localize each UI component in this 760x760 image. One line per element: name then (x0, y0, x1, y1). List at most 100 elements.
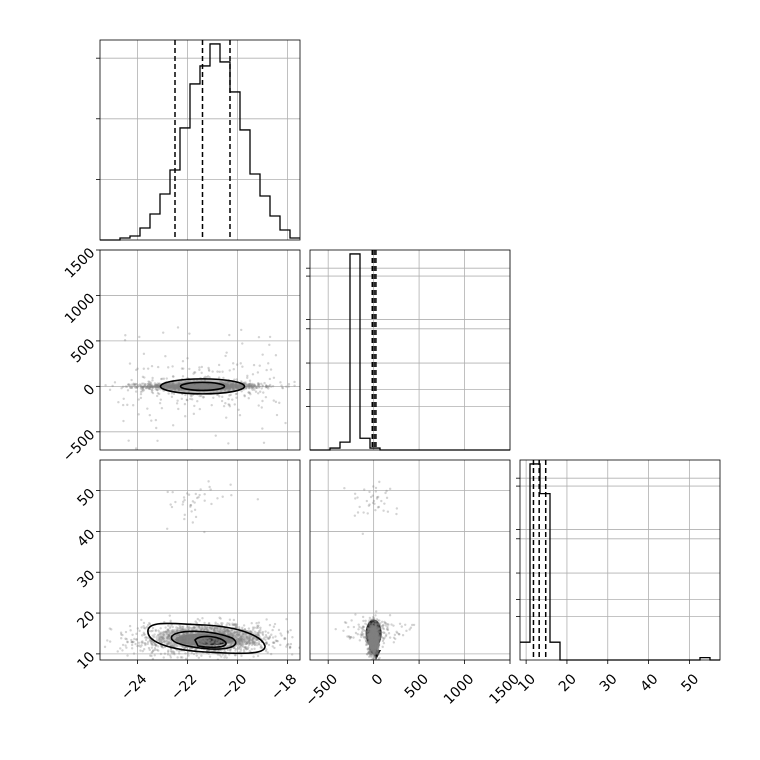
sample-point (220, 636, 224, 639)
sample-point (203, 384, 206, 388)
sample-point (224, 385, 228, 388)
sample-point (251, 385, 255, 388)
sample-point (199, 384, 203, 387)
sample-point (151, 379, 154, 382)
sample-point (188, 384, 191, 387)
sample-point (281, 387, 285, 390)
sample-point (170, 395, 174, 399)
sample-point (286, 631, 290, 634)
sample-point (200, 654, 203, 657)
sample-point (178, 634, 181, 637)
sample-point (160, 631, 163, 634)
sample-point (228, 660, 230, 662)
sample-point (170, 384, 173, 387)
sample-point (235, 633, 239, 636)
sample-point (160, 377, 164, 381)
sample-point (161, 331, 165, 334)
sample-point (235, 382, 238, 385)
sample-point (171, 384, 175, 388)
sample-point (219, 385, 223, 388)
sample-point (205, 384, 208, 388)
sample-point (167, 642, 170, 645)
sample-point (204, 386, 208, 389)
sample-point (217, 641, 221, 644)
sample-point (174, 643, 177, 646)
sample-point (365, 499, 369, 503)
sample-point (134, 383, 137, 386)
sample-point (175, 636, 178, 639)
sample-point (160, 406, 164, 410)
sample-point (204, 386, 207, 389)
sample-point (126, 640, 129, 643)
sample-point (255, 622, 258, 625)
sample-point (208, 383, 212, 386)
sample-point (192, 626, 196, 630)
sample-point (149, 382, 152, 385)
sample-point (121, 385, 125, 389)
sample-point (234, 383, 238, 387)
sample-point (239, 362, 242, 365)
sample-point (214, 386, 217, 390)
sample-point (248, 638, 251, 641)
sample-point (155, 385, 158, 389)
sample-point (193, 634, 197, 637)
sample-point (217, 635, 220, 638)
sample-point (226, 382, 230, 385)
sample-point (178, 624, 181, 627)
sample-point (268, 383, 272, 387)
sample-point (197, 384, 201, 387)
sample-point (199, 384, 202, 387)
sample-point (385, 633, 388, 636)
sample-point (267, 362, 270, 365)
sample-point (265, 642, 268, 645)
sample-point (186, 632, 189, 635)
sample-point (224, 630, 227, 634)
sample-point (205, 383, 208, 386)
sample-point (240, 328, 243, 332)
sample-point (171, 644, 174, 648)
sample-point (209, 488, 212, 491)
sample-point (154, 644, 157, 647)
sample-point (258, 364, 261, 367)
sample-point (373, 646, 376, 649)
sample-point (201, 383, 205, 387)
panel-frame-1-2 (99, 249, 301, 451)
sample-point (245, 386, 249, 389)
sample-point (216, 385, 219, 388)
sample-point (207, 642, 210, 645)
sample-point (189, 640, 193, 644)
sample-point (163, 386, 166, 389)
sample-point (162, 384, 165, 388)
sample-point (220, 385, 223, 388)
sample-point (197, 386, 200, 390)
sample-point (198, 383, 202, 386)
sample-point (83, 409, 85, 411)
shade-2-3 (365, 619, 382, 660)
sample-point (132, 382, 135, 385)
sample-point (218, 370, 221, 374)
sample-point (237, 646, 240, 649)
sample-point (150, 646, 154, 649)
sample-point (236, 387, 239, 391)
sample-point (178, 388, 181, 392)
sample-point (167, 392, 170, 395)
sample-point (205, 637, 208, 641)
sample-point (229, 383, 233, 386)
x-tick-label: 50 (678, 671, 702, 695)
sample-point (230, 382, 233, 385)
sample-point (150, 640, 154, 643)
sample-point (257, 633, 260, 637)
sample-point (216, 384, 219, 387)
sample-point (273, 641, 276, 644)
sample-point (166, 628, 169, 631)
sample-point (167, 628, 170, 632)
sample-point (205, 639, 208, 642)
sample-point (186, 634, 190, 637)
sample-point (212, 384, 215, 387)
sample-point (137, 413, 140, 416)
sample-point (190, 510, 193, 513)
sample-point (201, 383, 204, 386)
sample-point (213, 385, 216, 388)
sample-point (205, 376, 208, 379)
sample-point (215, 642, 218, 645)
